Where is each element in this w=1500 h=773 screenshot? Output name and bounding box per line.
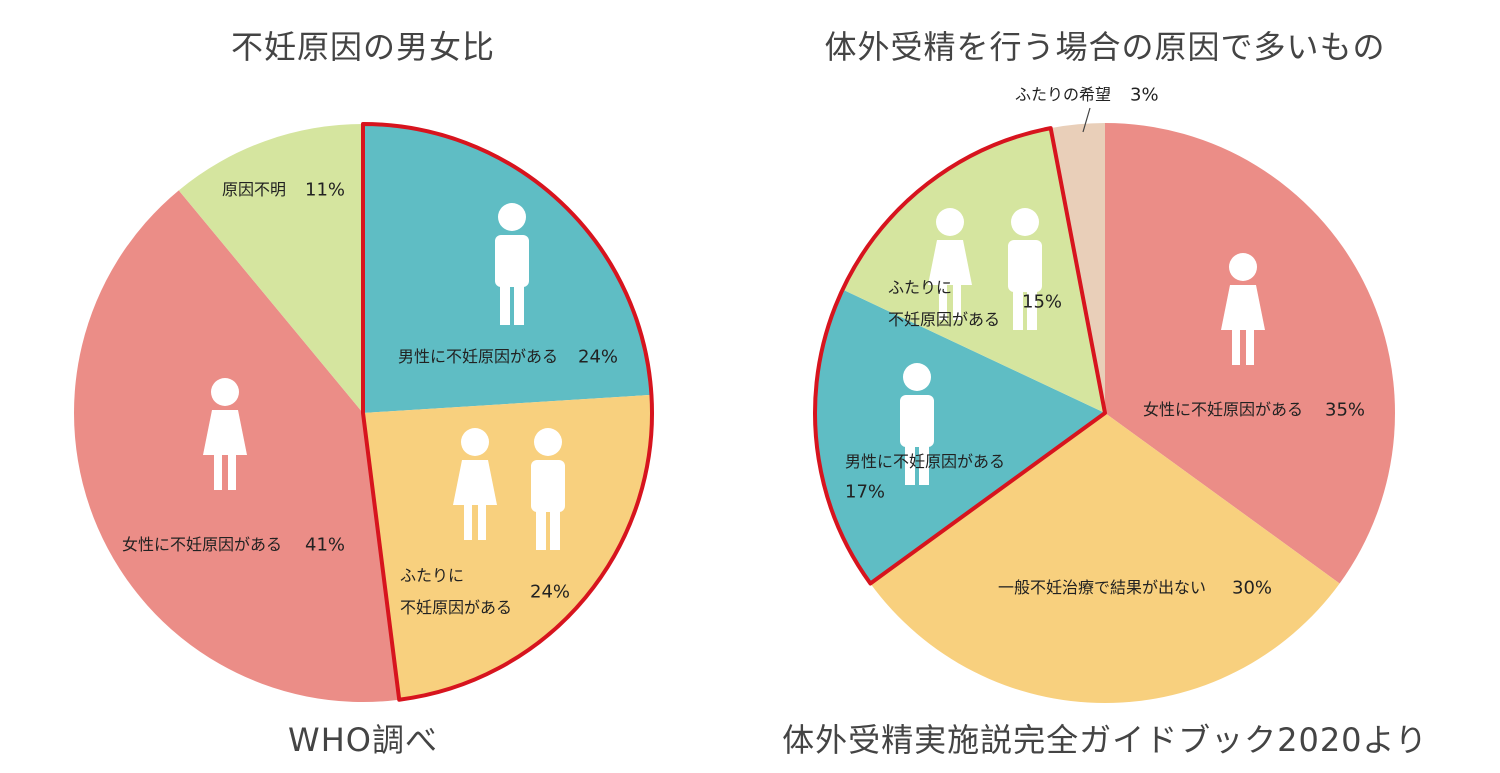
slice-label: 男性に不妊原因がある [845,452,1006,471]
value-label: 15% [1022,291,1063,313]
person-icon [531,428,565,550]
value-label: 24% [530,581,571,603]
value-label: 41% [305,534,346,556]
source-note: 体外受精実施説完全ガイドブック2020より [782,721,1428,759]
value-label: 17% [845,481,886,503]
pie-slice [178,123,363,413]
slice-label: 女性に不妊原因がある [1143,400,1304,419]
value-label: 3% [1130,84,1159,106]
chart-title: 不妊原因の男女比 [230,28,496,66]
person-icon [495,203,529,325]
value-label: 24% [578,346,619,368]
value-label: 11% [305,179,346,201]
source-note: WHO調べ [288,721,438,759]
value-label: 30% [1232,577,1273,599]
pie-slice [870,413,1340,703]
slice-label: ふたりに 不妊原因がある [888,278,1001,329]
slice-label: 原因不明 [222,180,287,199]
person-icon [900,363,934,485]
pie-slice [815,289,1105,584]
leader-line [1082,107,1091,133]
chart-title: 体外受精を行う場合の原因で多いもの [824,28,1386,66]
person-icon [928,208,972,320]
highlight-outline [813,126,1107,586]
slice-label: 女性に不妊原因がある [122,535,283,554]
person-icon [1008,208,1042,330]
pie-slice [363,394,653,700]
pie-slice [842,128,1105,413]
person-icon [1221,253,1265,365]
slice-label: ふたりに 不妊原因がある [400,566,513,617]
person-icon [203,378,247,490]
slice-label: 男性に不妊原因がある [398,347,559,366]
slice-label: ふたりの希望 [1015,85,1112,104]
person-icon [453,428,497,540]
value-label: 35% [1325,399,1366,421]
highlight-outline [361,122,654,702]
slice-label: 一般不妊治療で結果が出ない [998,578,1207,597]
